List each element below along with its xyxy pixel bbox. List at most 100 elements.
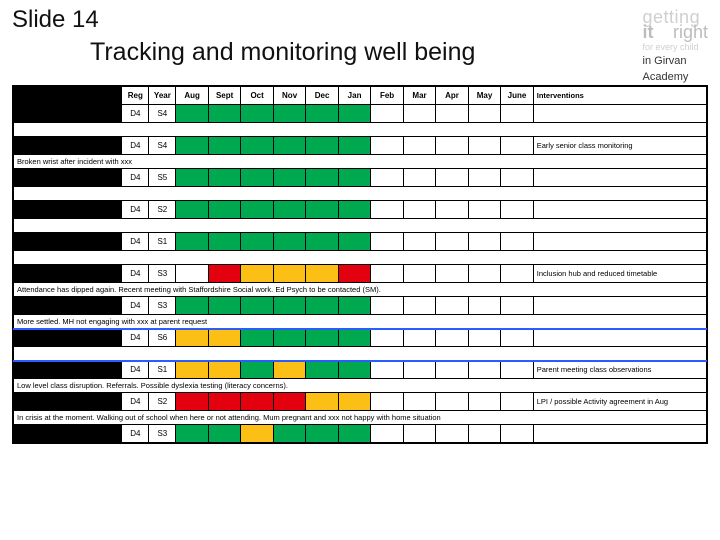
year-cell: S1 [149,361,176,379]
month-cell [208,233,240,251]
year-cell: S2 [149,201,176,219]
month-cell [241,361,273,379]
month-cell [338,201,370,219]
month-cell [208,105,240,123]
reg-cell: D4 [122,425,149,443]
month-cell [208,329,240,347]
month-cell [208,201,240,219]
month-cell [241,201,273,219]
note-cell [14,187,707,201]
month-cell [241,425,273,443]
col-month-6: Feb [371,87,403,105]
logo-line-3: for every child [643,43,708,52]
month-cell [241,233,273,251]
note-cell [14,347,707,361]
month-cell [176,393,208,411]
month-cell [436,265,468,283]
month-cell [371,137,403,155]
year-cell: S3 [149,265,176,283]
month-cell [273,105,305,123]
intervention-cell [533,201,706,219]
month-cell [241,105,273,123]
name-cell [14,169,122,187]
month-cell [501,297,533,315]
month-cell [338,329,370,347]
name-cell [14,393,122,411]
col-year: Year [149,87,176,105]
reg-cell: D4 [122,233,149,251]
month-cell [306,329,338,347]
table-row: D4S4Early senior class monitoring [14,137,707,155]
intervention-cell: LPI / possible Activity agreement in Aug [533,393,706,411]
month-cell [273,425,305,443]
month-cell [306,201,338,219]
month-cell [468,329,500,347]
note-cell: Broken wrist after incident with xxx [14,155,707,169]
col-month-1: Sept [208,87,240,105]
month-cell [436,105,468,123]
month-cell [306,265,338,283]
year-cell: S2 [149,393,176,411]
name-cell [14,265,122,283]
table-row: D4S1Parent meeting class observations [14,361,707,379]
month-cell [306,425,338,443]
col-interventions: Interventions [533,87,706,105]
month-cell [403,137,435,155]
table-body: D4S4 D4S4Early senior class monitoringBro… [14,105,707,443]
name-cell [14,201,122,219]
col-month-4: Dec [306,87,338,105]
col-name [14,87,122,105]
month-cell [436,201,468,219]
name-cell [14,297,122,315]
table-header: RegYearAugSeptOctNovDecJanFebMarAprMayJu… [14,87,707,105]
note-row: Broken wrist after incident with xxx [14,155,707,169]
col-month-5: Jan [338,87,370,105]
month-cell [436,393,468,411]
month-cell [273,137,305,155]
name-cell [14,361,122,379]
note-cell [14,251,707,265]
month-cell [273,169,305,187]
month-cell [176,425,208,443]
month-cell [273,329,305,347]
month-cell [176,233,208,251]
note-cell: Attendance has dipped again. Recent meet… [14,283,707,297]
month-cell [338,137,370,155]
col-month-9: May [468,87,500,105]
month-cell [176,105,208,123]
note-row [14,219,707,233]
month-cell [468,105,500,123]
month-cell [338,105,370,123]
reg-cell: D4 [122,393,149,411]
month-cell [306,297,338,315]
table-row: D4S4 [14,105,707,123]
note-cell: In crisis at the moment. Walking out of … [14,411,707,425]
month-cell [338,297,370,315]
reg-cell: D4 [122,169,149,187]
table-row: D4S2 [14,201,707,219]
name-cell [14,137,122,155]
month-cell [403,265,435,283]
month-cell [403,329,435,347]
year-cell: S5 [149,169,176,187]
month-cell [338,233,370,251]
month-cell [403,169,435,187]
month-cell [468,361,500,379]
month-cell [468,425,500,443]
month-cell [403,105,435,123]
month-cell [501,265,533,283]
month-cell [273,361,305,379]
month-cell [306,169,338,187]
intervention-cell [533,169,706,187]
intervention-cell: Inclusion hub and reduced timetable [533,265,706,283]
reg-cell: D4 [122,329,149,347]
note-cell: More settled. MH not engaging with xxx a… [14,315,707,329]
month-cell [436,361,468,379]
reg-cell: D4 [122,201,149,219]
col-month-10: June [501,87,533,105]
month-cell [306,137,338,155]
month-cell [306,233,338,251]
month-cell [273,393,305,411]
month-cell [176,329,208,347]
reg-cell: D4 [122,105,149,123]
